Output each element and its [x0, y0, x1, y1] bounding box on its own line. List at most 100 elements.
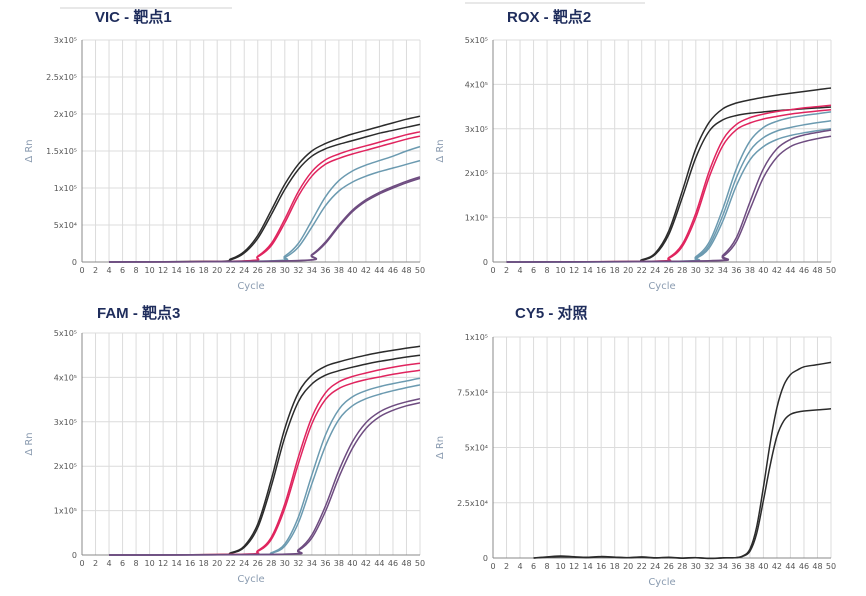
y-tick-label: 3x10⁵ — [54, 36, 77, 45]
amplification-curve-8 — [108, 177, 421, 263]
x-tick-label: 22 — [637, 562, 647, 571]
y-axis-label: Δ Rn — [435, 436, 446, 459]
x-tick-label: 12 — [158, 266, 168, 275]
x-tick-label: 20 — [623, 266, 633, 275]
y-tick-label: 0 — [72, 551, 77, 560]
y-tick-label: 1x10⁵ — [54, 184, 77, 193]
y-tick-label: 0 — [483, 258, 488, 267]
x-tick-label: 50 — [415, 559, 425, 568]
x-tick-label: 4 — [517, 266, 522, 275]
x-tick-label: 10 — [556, 562, 566, 571]
x-tick-label: 16 — [596, 562, 606, 571]
x-tick-label: 22 — [637, 266, 647, 275]
x-tick-label: 0 — [490, 562, 495, 571]
x-tick-label: 44 — [785, 562, 795, 571]
y-tick-label: 5x10⁵ — [54, 329, 77, 338]
x-tick-label: 18 — [610, 562, 620, 571]
x-tick-label: 18 — [199, 266, 209, 275]
x-tick-label: 34 — [718, 266, 728, 275]
x-tick-label: 30 — [691, 562, 701, 571]
x-tick-label: 4 — [517, 562, 522, 571]
x-tick-label: 36 — [320, 266, 330, 275]
x-tick-label: 44 — [374, 266, 384, 275]
x-tick-label: 48 — [401, 266, 411, 275]
x-tick-label: 2 — [93, 266, 98, 275]
y-axis-label: Δ Rn — [24, 432, 35, 455]
x-tick-label: 20 — [623, 562, 633, 571]
x-tick-label: 48 — [812, 266, 822, 275]
x-tick-label: 16 — [185, 266, 195, 275]
y-tick-label: 3x10⁵ — [54, 418, 77, 427]
x-tick-label: 26 — [664, 562, 674, 571]
x-tick-label: 42 — [361, 559, 371, 568]
x-tick-label: 40 — [347, 559, 357, 568]
y-tick-label: 7.5x10⁴ — [457, 388, 488, 397]
x-tick-label: 0 — [79, 559, 84, 568]
x-tick-label: 42 — [772, 266, 782, 275]
x-tick-label: 24 — [650, 562, 660, 571]
x-tick-label: 50 — [826, 266, 836, 275]
x-axis-label: Cycle — [237, 281, 264, 292]
x-tick-label: 50 — [826, 562, 836, 571]
x-tick-label: 24 — [650, 266, 660, 275]
x-tick-label: 44 — [785, 266, 795, 275]
y-tick-label: 2x10⁵ — [465, 169, 488, 178]
x-axis-label: Cycle — [237, 574, 264, 585]
x-tick-label: 28 — [677, 266, 687, 275]
x-tick-label: 14 — [583, 266, 593, 275]
y-tick-label: 1x10⁵ — [54, 507, 77, 516]
x-tick-label: 20 — [212, 559, 222, 568]
y-tick-label: 4x10⁵ — [465, 80, 488, 89]
x-tick-label: 40 — [347, 266, 357, 275]
x-tick-label: 42 — [772, 562, 782, 571]
y-tick-label: 0 — [72, 258, 77, 267]
y-tick-label: 2.5x10⁴ — [457, 499, 488, 508]
x-tick-label: 20 — [212, 266, 222, 275]
y-tick-label: 2.5x10⁵ — [46, 73, 77, 82]
x-tick-label: 46 — [388, 559, 398, 568]
chart-title: ROX - 靶点2 — [507, 8, 591, 26]
x-tick-label: 10 — [145, 559, 155, 568]
amplification-curve-2 — [108, 354, 421, 556]
y-axis-label: Δ Rn — [435, 139, 446, 162]
amplification-curve-8 — [108, 401, 421, 556]
x-tick-label: 40 — [758, 562, 768, 571]
x-tick-label: 50 — [415, 266, 425, 275]
x-tick-label: 6 — [531, 562, 536, 571]
x-tick-label: 36 — [320, 559, 330, 568]
y-tick-label: 1x10⁵ — [465, 333, 488, 342]
x-tick-label: 26 — [253, 559, 263, 568]
x-tick-label: 24 — [239, 266, 249, 275]
amplification-curve-4 — [108, 135, 421, 263]
x-tick-label: 30 — [280, 559, 290, 568]
chart-panel-4: CY5 - 对照0 2 4 6 8 10 12 14 16 18 20 22 24 26 28 30 32 34 3… — [435, 304, 836, 588]
x-tick-label: 14 — [583, 562, 593, 571]
y-tick-label: 2x10⁵ — [54, 110, 77, 119]
x-tick-label: 42 — [361, 266, 371, 275]
x-tick-label: 2 — [93, 559, 98, 568]
x-tick-label: 38 — [334, 266, 344, 275]
x-tick-label: 36 — [731, 562, 741, 571]
x-tick-label: 38 — [334, 559, 344, 568]
x-tick-label: 36 — [731, 266, 741, 275]
x-tick-label: 4 — [106, 266, 111, 275]
y-tick-label: 5x10⁴ — [54, 221, 77, 230]
x-tick-label: 26 — [253, 266, 263, 275]
x-tick-label: 34 — [307, 266, 317, 275]
x-tick-label: 32 — [293, 559, 303, 568]
y-tick-label: 0 — [483, 554, 488, 563]
x-tick-label: 34 — [718, 562, 728, 571]
x-tick-label: 10 — [145, 266, 155, 275]
x-tick-label: 12 — [158, 559, 168, 568]
amplification-curve-5 — [108, 145, 421, 263]
x-tick-label: 8 — [134, 266, 139, 275]
x-tick-label: 30 — [280, 266, 290, 275]
x-tick-label: 22 — [226, 266, 236, 275]
x-tick-label: 32 — [704, 266, 714, 275]
x-tick-label: 6 — [120, 559, 125, 568]
x-tick-label: 28 — [677, 562, 687, 571]
